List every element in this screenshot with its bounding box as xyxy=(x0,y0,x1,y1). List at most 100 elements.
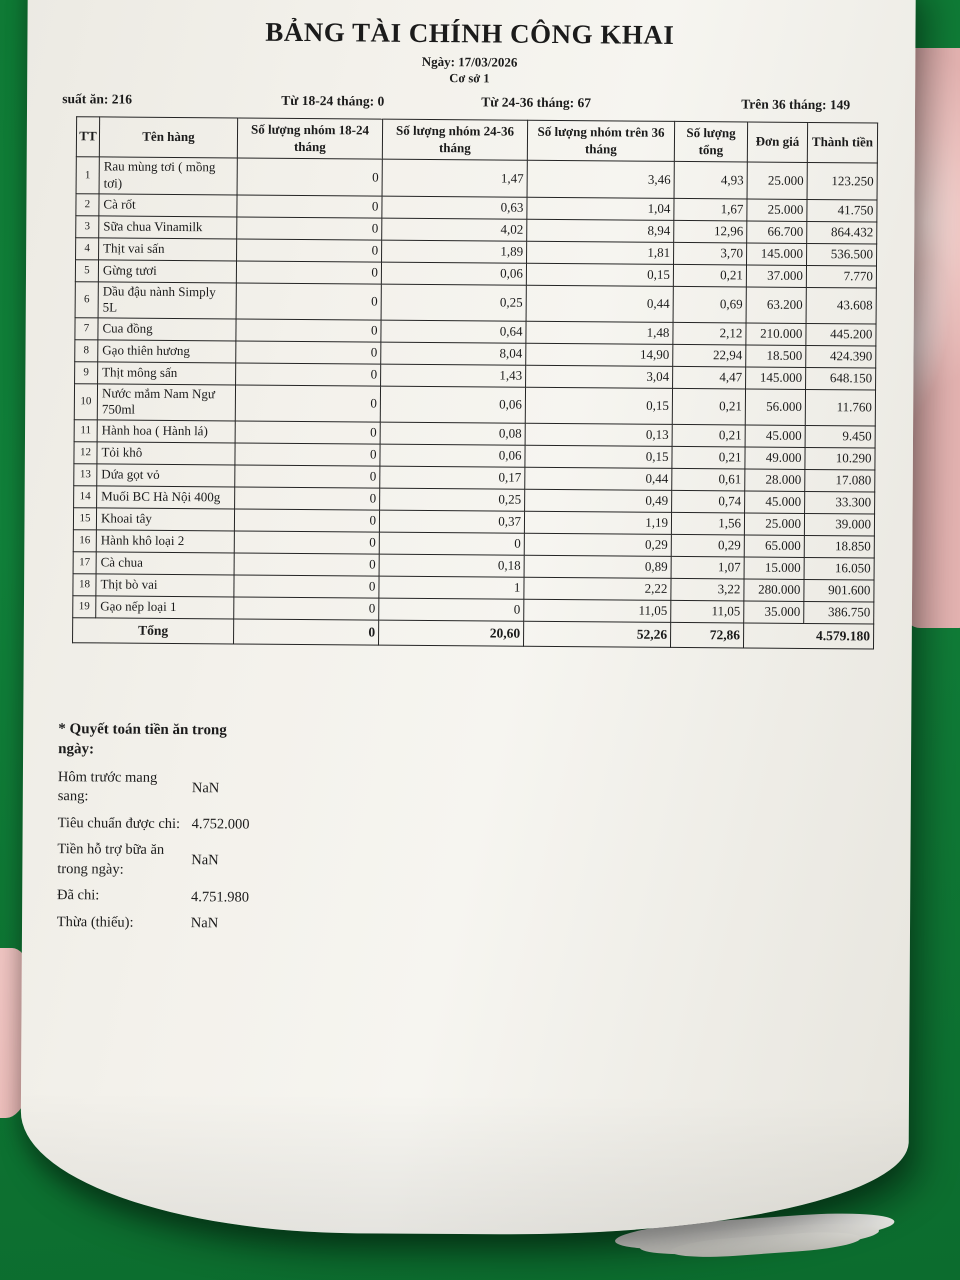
cell-item-name: Hành hoa ( Hành lá) xyxy=(97,419,236,443)
cell-index: 8 xyxy=(74,339,98,362)
cell-value: 1,19 xyxy=(524,511,672,535)
cell-index: 4 xyxy=(75,237,99,260)
cell-value: 1,56 xyxy=(671,512,745,535)
cell-value: 0 xyxy=(234,552,380,577)
cell-value: 1,04 xyxy=(526,196,675,220)
settlement-row: Thừa (thiếu): NaN xyxy=(57,913,417,935)
cell-value: 0 xyxy=(236,194,383,218)
cell-value: 45.000 xyxy=(744,490,805,514)
cell-item-name: Dầu đậu nành Simply 5L xyxy=(98,281,237,319)
cell-value: 424.390 xyxy=(805,345,876,368)
cell-index: 19 xyxy=(72,595,96,618)
settlement-value: NaN xyxy=(191,852,219,869)
stat-24-36-months: Từ 24-36 tháng: 67 xyxy=(481,94,592,111)
cell-index: 2 xyxy=(75,193,100,216)
cell-value: 536.500 xyxy=(806,242,877,266)
settlement-label: Thừa (thiếu): xyxy=(56,913,134,931)
cell-value: 0,21 xyxy=(672,388,746,425)
header-cell-3: Số lượng nhóm 24-36 tháng xyxy=(382,119,528,161)
settlement-row: Đã chi: 4.751.980 xyxy=(57,886,417,908)
total-value: 4.579.180 xyxy=(743,622,874,650)
cell-value: 0 xyxy=(234,442,381,467)
settlement-value: NaN xyxy=(191,779,220,796)
cell-value: 3,22 xyxy=(670,578,745,601)
settlement-value: NaN xyxy=(190,915,219,932)
cell-value: 43.608 xyxy=(806,286,877,324)
cell-item-name: Muối BC Hà Nội 400g xyxy=(96,485,235,509)
cell-value: 648.150 xyxy=(805,367,876,390)
cell-value: 0 xyxy=(236,282,382,320)
cell-index: 3 xyxy=(75,215,99,238)
cell-value: 0,25 xyxy=(381,283,527,322)
cell-value: 0 xyxy=(233,574,380,599)
cell-value: 0,06 xyxy=(380,385,526,424)
cell-index: 6 xyxy=(75,281,99,318)
cell-value: 0 xyxy=(235,318,382,342)
header-cell-5: Số lượng tổng xyxy=(674,121,748,163)
total-label: Tổng xyxy=(72,617,234,644)
cell-value: 28.000 xyxy=(744,468,805,492)
cell-value: 0,15 xyxy=(526,262,674,286)
cell-value: 37.000 xyxy=(746,264,807,287)
cell-value: 65.000 xyxy=(744,534,805,558)
total-value: 0 xyxy=(233,618,379,646)
stat-meal-count: suất ăn: 216 xyxy=(62,91,133,107)
cell-value: 0,21 xyxy=(673,263,747,287)
settlement-title: * Quyết toán tiền ăn trong ngày: xyxy=(58,721,227,758)
cell-value: 280.000 xyxy=(743,578,805,602)
cell-value: 0 xyxy=(234,486,380,511)
cell-index: 10 xyxy=(74,383,98,420)
cell-value: 33.300 xyxy=(804,491,875,515)
cell-value: 0 xyxy=(234,508,380,533)
cell-value: 11,05 xyxy=(523,599,671,623)
cell-value: 0,61 xyxy=(671,468,745,491)
cell-value: 0,44 xyxy=(524,467,672,491)
cell-index: 15 xyxy=(73,507,97,530)
cell-value: 0,17 xyxy=(379,466,525,490)
cell-value: 66.700 xyxy=(746,220,807,243)
cell-value: 3,04 xyxy=(525,365,673,389)
cell-value: 25.000 xyxy=(747,162,808,199)
cell-value: 0,37 xyxy=(379,510,525,534)
settlement-label: Đã chi: xyxy=(56,887,100,904)
cell-value: 445.200 xyxy=(805,323,877,346)
cell-value: 1,89 xyxy=(381,239,527,263)
cell-item-name: Cà chua xyxy=(96,551,235,575)
cell-value: 0 xyxy=(235,420,381,445)
cell-value: 4,93 xyxy=(674,161,748,199)
cell-value: 9.450 xyxy=(805,425,876,449)
cell-value: 1,67 xyxy=(673,197,748,221)
cell-value: 16.050 xyxy=(804,557,875,581)
settlement-value: 4.752.000 xyxy=(191,816,250,833)
cell-item-name: Gạo thiên hương xyxy=(97,339,236,363)
cell-value: 4,02 xyxy=(381,217,527,241)
settlement-section: * Quyết toán tiền ăn trong ngày: Hôm trư… xyxy=(57,719,419,942)
header-cell-1: Tên hàng xyxy=(99,116,238,159)
header-cell-2: Số lượng nhóm 18-24 tháng xyxy=(237,117,383,160)
cell-value: 25.000 xyxy=(746,198,808,221)
cell-value: 8,94 xyxy=(526,218,674,242)
cell-value: 35.000 xyxy=(743,600,804,624)
settlement-rows: Hôm trước mang sang: NaN Tiêu chuẩn được c… xyxy=(57,768,418,936)
cell-value: 145.000 xyxy=(745,366,806,390)
cell-index: 18 xyxy=(72,573,97,596)
cell-item-name: Sữa chua Vinamilk xyxy=(98,215,237,239)
cell-value: 123.250 xyxy=(807,162,878,200)
cell-index: 1 xyxy=(76,156,100,194)
cell-index: 16 xyxy=(73,529,97,552)
cell-value: 0 xyxy=(233,596,379,621)
cell-value: 0,15 xyxy=(525,387,673,425)
cell-value: 45.000 xyxy=(745,424,806,448)
cell-value: 0 xyxy=(234,530,380,555)
cell-value: 4,47 xyxy=(672,366,746,389)
total-value: 20,60 xyxy=(378,620,524,647)
header-cell-6: Đơn giá xyxy=(747,121,808,163)
header-cell-7: Thành tiền xyxy=(807,122,878,164)
cell-value: 0,74 xyxy=(671,490,745,513)
finance-table-wrap: TT Tên hàng Số lượng nhóm 18-24 tháng Số lư… xyxy=(72,116,878,650)
cell-value: 0,63 xyxy=(381,195,528,219)
cell-value: 0,29 xyxy=(671,534,745,557)
cell-item-name: Dứa gọt vỏ xyxy=(96,463,235,487)
cell-value: 0,69 xyxy=(673,285,747,323)
cell-value: 11.760 xyxy=(805,389,876,427)
